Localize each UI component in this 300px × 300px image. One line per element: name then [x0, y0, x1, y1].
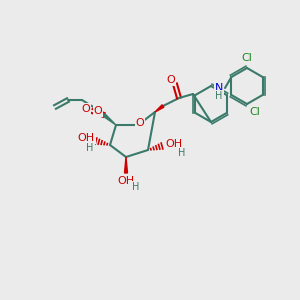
Text: O: O: [82, 104, 90, 114]
Text: O: O: [136, 118, 144, 128]
Text: H: H: [132, 182, 140, 192]
Text: O: O: [94, 106, 102, 116]
Text: H: H: [86, 143, 94, 153]
Polygon shape: [103, 114, 116, 125]
Text: OH: OH: [165, 139, 183, 149]
Text: Cl: Cl: [242, 53, 252, 63]
Text: H: H: [215, 91, 223, 101]
Text: O: O: [167, 75, 176, 85]
Polygon shape: [155, 105, 164, 112]
Text: N: N: [215, 83, 223, 93]
Polygon shape: [124, 157, 128, 173]
Text: OH: OH: [77, 133, 94, 143]
Text: Cl: Cl: [250, 107, 260, 117]
Text: OH: OH: [117, 176, 135, 186]
Text: H: H: [178, 148, 186, 158]
